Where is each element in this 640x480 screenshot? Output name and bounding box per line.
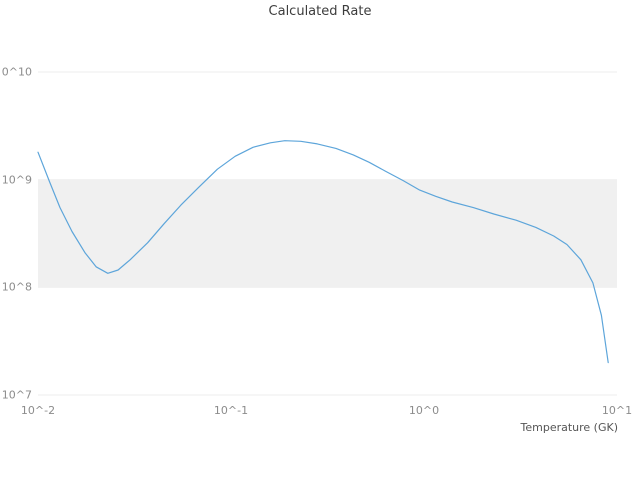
x-tick-label: 10^1: [601, 404, 633, 417]
chart-title: Calculated Rate: [268, 4, 372, 19]
shaded-band: [38, 179, 617, 288]
y-tick-label: 10^7: [1, 388, 32, 402]
x-tick-label: 10^0: [408, 404, 440, 417]
y-tick-label: 10^9: [1, 173, 32, 187]
rate-line: [37, 140, 609, 364]
x-tick-label: 10^-1: [213, 404, 249, 417]
y-tick-label: 10^8: [1, 280, 32, 294]
x-tick-label: 10^-2: [20, 404, 56, 417]
y-tick-label: 0^10: [1, 65, 32, 79]
x-axis-label: Temperature (GK): [520, 421, 619, 434]
